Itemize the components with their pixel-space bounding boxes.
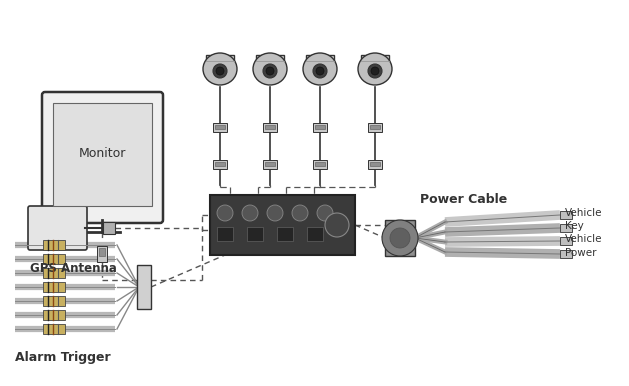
Bar — [43, 310, 65, 320]
Circle shape — [292, 205, 308, 221]
Bar — [103, 222, 115, 234]
Bar — [43, 268, 65, 278]
Ellipse shape — [253, 53, 287, 85]
Bar — [313, 123, 327, 132]
Bar — [307, 227, 323, 241]
Bar — [265, 125, 275, 129]
FancyBboxPatch shape — [42, 92, 163, 223]
Bar — [306, 55, 334, 73]
Bar — [315, 162, 325, 166]
Bar — [265, 162, 275, 166]
Text: Alarm Trigger: Alarm Trigger — [15, 351, 111, 364]
Bar — [97, 246, 107, 262]
Text: Vehicle: Vehicle — [565, 234, 603, 244]
Bar — [43, 324, 65, 334]
Bar — [263, 123, 277, 132]
Bar — [315, 125, 325, 129]
Ellipse shape — [358, 53, 392, 85]
Circle shape — [217, 205, 233, 221]
Circle shape — [263, 64, 277, 78]
Circle shape — [371, 67, 379, 75]
Bar — [277, 227, 293, 241]
Circle shape — [316, 67, 324, 75]
FancyBboxPatch shape — [28, 206, 87, 250]
Ellipse shape — [203, 53, 237, 85]
Bar — [43, 296, 65, 306]
Bar — [247, 227, 263, 241]
Bar — [370, 125, 380, 129]
Circle shape — [267, 205, 283, 221]
Bar — [213, 123, 227, 132]
Bar — [215, 125, 225, 129]
Bar — [99, 248, 105, 256]
Circle shape — [325, 213, 349, 237]
Circle shape — [390, 228, 410, 248]
Bar — [560, 237, 572, 245]
Bar — [560, 211, 572, 219]
Bar — [361, 55, 389, 73]
Bar — [370, 162, 380, 166]
Bar — [263, 160, 277, 169]
Circle shape — [216, 67, 224, 75]
Circle shape — [368, 64, 382, 78]
Bar — [217, 227, 233, 241]
Circle shape — [317, 205, 333, 221]
Bar — [43, 254, 65, 264]
Text: Monitor: Monitor — [79, 147, 126, 160]
Text: GPS Antenna: GPS Antenna — [30, 262, 117, 275]
Circle shape — [313, 64, 327, 78]
Bar — [256, 55, 284, 73]
Circle shape — [213, 64, 227, 78]
Circle shape — [382, 220, 418, 256]
Bar — [385, 220, 415, 256]
Text: Key: Key — [565, 221, 584, 231]
Ellipse shape — [303, 53, 337, 85]
Bar — [368, 123, 382, 132]
Bar — [206, 55, 234, 73]
Bar — [53, 103, 152, 206]
Bar — [313, 160, 327, 169]
Bar — [560, 224, 572, 232]
Bar — [137, 265, 151, 309]
Bar — [560, 250, 572, 258]
Text: Power Cable: Power Cable — [420, 193, 507, 206]
Bar — [43, 282, 65, 292]
Text: Vehicle: Vehicle — [565, 208, 603, 218]
Bar — [368, 160, 382, 169]
Bar — [213, 160, 227, 169]
Text: Power: Power — [565, 248, 596, 258]
Circle shape — [266, 67, 274, 75]
Bar — [210, 195, 355, 255]
Bar — [215, 162, 225, 166]
Bar — [43, 240, 65, 250]
Circle shape — [242, 205, 258, 221]
